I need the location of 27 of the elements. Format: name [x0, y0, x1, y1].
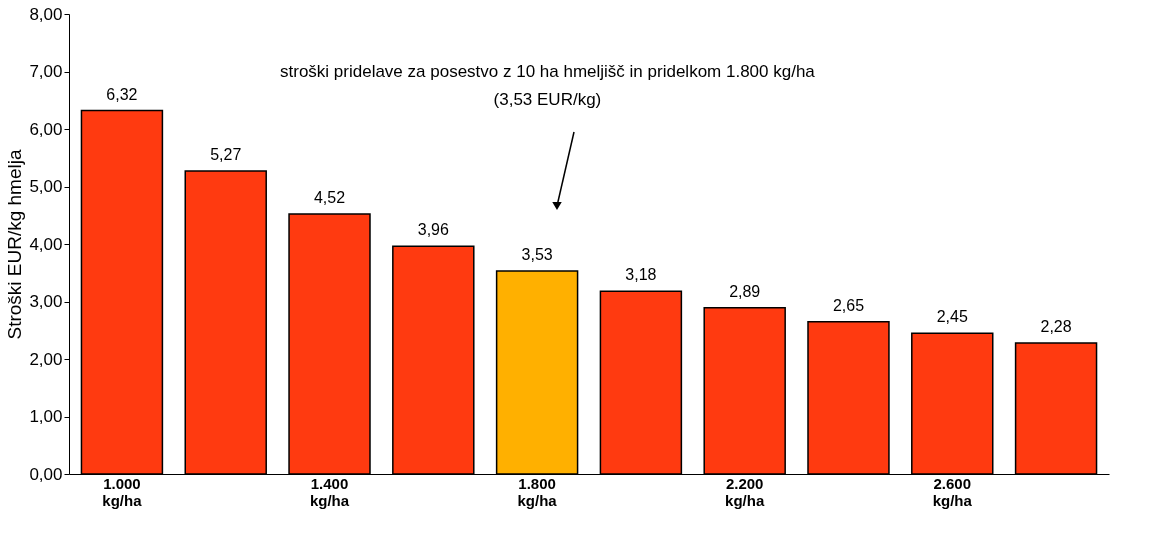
data-label: 6,32 [106, 85, 138, 103]
data-label: 4,52 [313, 189, 346, 207]
y-tick-label: 3,00 [29, 292, 63, 311]
data-label: 2,89 [729, 282, 761, 300]
y-tick-label: 2,00 [29, 349, 63, 369]
data-label: 2,65 [832, 296, 865, 314]
y-tick-label: 4,00 [29, 234, 63, 254]
data-label: 3,18 [625, 266, 657, 284]
data-label: 2,45 [936, 308, 968, 326]
annotation: stroški pridelave za posestvo z 10 ha hmeljišč in pridelkom 1.800 kg/ha [279, 62, 816, 81]
x-tick-label: 2.600 kg/ha [932, 474, 973, 509]
annotation: (3,53 EUR/kg) [493, 90, 602, 109]
data-label: 5,27 [210, 145, 242, 163]
x-tick-label: 1.000 kg/ha [102, 474, 143, 509]
data-label: 3,53 [521, 246, 553, 264]
x-tick-label: 1.400 kg/ha [309, 474, 350, 509]
y-tick-label: 5,00 [29, 177, 63, 196]
data-label: 3,96 [417, 221, 449, 239]
data-label: 2,28 [1040, 317, 1072, 335]
y-tick-label: 8,00 [29, 4, 63, 24]
x-tick-label: 2.200 kg/ha [725, 474, 765, 509]
y-axis-title: Stroški EUR/kg hmelja [4, 149, 26, 340]
y-tick-label: 0,00 [29, 464, 63, 484]
y-tick-label: 6,00 [29, 119, 63, 139]
x-tick-label: 1.800 kg/ha [517, 474, 558, 509]
y-tick-label: 1,00 [29, 407, 63, 426]
y-tick-label: 7,00 [29, 62, 63, 81]
